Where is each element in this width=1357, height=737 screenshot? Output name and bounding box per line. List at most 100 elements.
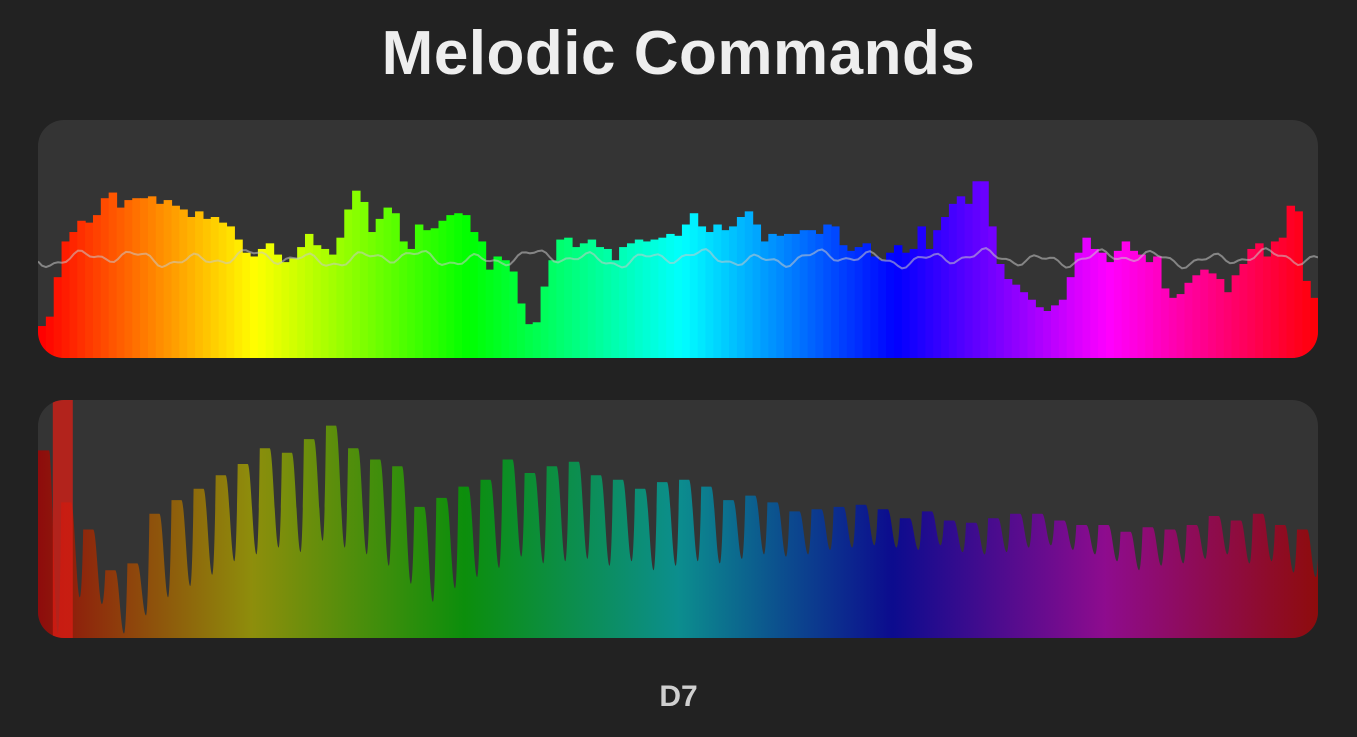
spectrum-bar — [768, 234, 776, 358]
spectrum-bar — [501, 260, 509, 358]
playhead-marker[interactable] — [53, 400, 73, 638]
frequency-spectrum-visualizer — [38, 120, 1318, 358]
spectrum-bar — [894, 245, 902, 358]
spectrum-bar — [211, 217, 219, 358]
spectrum-bar — [281, 262, 289, 358]
spectrum-bar — [972, 181, 980, 358]
spectrum-bar — [368, 232, 376, 358]
spectrum-bar — [863, 243, 871, 358]
spectrum-bar — [910, 249, 918, 358]
spectrum-bar — [988, 226, 996, 358]
spectrum-bar — [556, 240, 564, 358]
spectrum-bar — [226, 226, 234, 358]
spectrum-bar — [1035, 307, 1043, 358]
spectrum-bar — [1012, 285, 1020, 358]
spectrum-bar — [289, 258, 297, 358]
spectrum-bar — [399, 241, 407, 358]
spectrum-bar — [1004, 279, 1012, 358]
spectrum-bar — [431, 228, 439, 358]
spectrum-bar — [1043, 311, 1051, 358]
spectrum-bar — [933, 230, 941, 358]
spectrum-bar — [1208, 273, 1216, 358]
spectrum-bar — [1224, 292, 1232, 358]
page-title: Melodic Commands — [0, 18, 1357, 89]
spectrum-bar — [548, 260, 556, 358]
spectrum-bar — [619, 247, 627, 358]
spectrum-bar — [376, 219, 384, 358]
spectrum-bar — [1130, 251, 1138, 358]
spectrum-bar — [957, 196, 965, 358]
spectrum-bar — [1310, 298, 1318, 358]
waveform-visualizer[interactable] — [38, 400, 1318, 638]
spectrum-bar — [1161, 288, 1169, 358]
spectrum-bar — [525, 324, 533, 358]
spectrum-bar — [572, 247, 580, 358]
spectrum-bar — [698, 226, 706, 358]
spectrum-bar — [77, 221, 85, 358]
spectrum-bar — [352, 191, 360, 358]
spectrum-bar — [360, 202, 368, 358]
spectrum-bar — [823, 225, 831, 358]
spectrum-bar — [54, 277, 62, 358]
spectrum-bar — [117, 208, 125, 358]
spectrum-bar — [753, 225, 761, 358]
spectrum-bar — [1200, 270, 1208, 358]
spectrum-bar — [344, 209, 352, 358]
spectrum-bar — [564, 238, 572, 358]
spectrum-bar — [682, 225, 690, 358]
spectrum-bar — [470, 232, 478, 358]
spectrum-bar — [533, 322, 541, 358]
spectrum-bar — [1137, 255, 1145, 358]
waveform-shape — [38, 426, 1318, 638]
spectrum-bar — [784, 234, 792, 358]
spectrum-bar — [996, 264, 1004, 358]
spectrum-bar — [596, 247, 604, 358]
spectrum-bar — [1106, 262, 1114, 358]
spectrum-bar — [140, 198, 148, 358]
spectrum-bar — [1098, 253, 1106, 358]
detected-note-label: D7 — [0, 680, 1357, 714]
spectrum-bar — [737, 217, 745, 358]
spectrum-bar — [855, 247, 863, 358]
spectrum-bar — [980, 181, 988, 358]
spectrum-bar — [674, 236, 682, 358]
spectrum-bar — [831, 226, 839, 358]
spectrum-bar — [949, 204, 957, 358]
spectrum-bar — [611, 260, 619, 358]
spectrum-bar — [93, 215, 101, 358]
spectrum-bar — [329, 255, 337, 358]
spectrum-bar — [509, 272, 517, 358]
spectrum-bar — [274, 255, 282, 358]
spectrum-bar — [1216, 279, 1224, 358]
spectrum-bar — [1271, 241, 1279, 358]
spectrum-bar — [305, 234, 313, 358]
spectrum-bar — [792, 234, 800, 358]
spectrum-bar — [690, 213, 698, 358]
spectrum-bar — [965, 204, 973, 358]
spectrum-bar — [651, 240, 659, 358]
spectrum-bar — [156, 204, 164, 358]
spectrum-bar — [132, 198, 140, 358]
spectrum-bar — [1027, 300, 1035, 358]
waveform-panel[interactable] — [38, 400, 1318, 638]
spectrum-bar — [172, 206, 180, 358]
spectrum-bar — [808, 230, 816, 358]
spectrum-bar — [46, 317, 54, 358]
spectrum-bar — [219, 223, 227, 358]
spectrum-bar — [101, 198, 109, 358]
spectrum-bar — [729, 226, 737, 358]
spectrum-bar — [1302, 281, 1310, 358]
spectrum-bar — [1059, 300, 1067, 358]
spectrum-bar — [391, 213, 399, 358]
spectrum-bar — [1263, 256, 1271, 358]
spectrum-bar — [1067, 277, 1075, 358]
spectrum-bar — [1247, 249, 1255, 358]
spectrum-bar — [603, 249, 611, 358]
spectrum-bar — [1145, 262, 1153, 358]
spectrum-bar — [1169, 298, 1177, 358]
spectrum-bar — [1239, 264, 1247, 358]
spectrum-bar — [85, 223, 93, 358]
spectrum-bar — [1153, 256, 1161, 358]
frequency-spectrum-panel — [38, 120, 1318, 358]
spectrum-bar — [1177, 294, 1185, 358]
